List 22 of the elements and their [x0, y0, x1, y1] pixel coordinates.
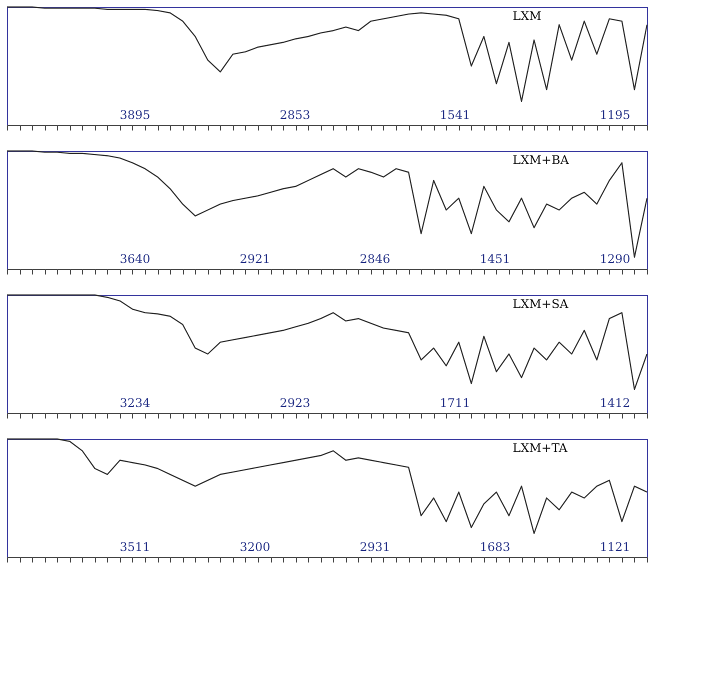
- text: LXM+SA: [512, 297, 569, 311]
- annotation: 1541: [440, 108, 470, 122]
- annotation: 1451: [480, 252, 510, 266]
- annotation: 3200: [240, 540, 270, 554]
- annotation: 2853: [280, 108, 310, 122]
- series-label: LXM: [512, 9, 542, 23]
- annotation: 3895: [120, 108, 150, 122]
- annotation: 3234: [120, 396, 151, 410]
- annotation: 3640: [120, 252, 150, 266]
- annotation: 2923: [280, 396, 310, 410]
- annotation: 2921: [240, 252, 270, 266]
- annotation: 2846: [360, 252, 390, 266]
- text: LXM+BA: [512, 153, 570, 167]
- annotation: 1290: [600, 252, 630, 266]
- annotation: 1683: [480, 540, 510, 554]
- annotation: 1195: [600, 108, 630, 122]
- annotation: 1121: [600, 540, 630, 554]
- text: LXM+TA: [512, 441, 568, 455]
- annotation: 3511: [120, 540, 150, 554]
- annotation: 2931: [360, 540, 390, 554]
- annotation: 1711: [440, 396, 470, 410]
- annotation: 1412: [600, 396, 630, 410]
